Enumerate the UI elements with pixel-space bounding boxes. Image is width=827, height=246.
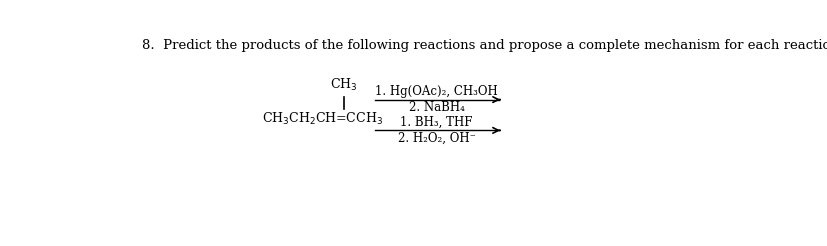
Text: CH$_3$CH$_2$CH=CCH$_3$: CH$_3$CH$_2$CH=CCH$_3$ [262, 111, 383, 127]
Text: 2. H₂O₂, OH⁻: 2. H₂O₂, OH⁻ [397, 132, 476, 145]
Text: 2. NaBH₄: 2. NaBH₄ [409, 101, 464, 114]
Text: CH$_3$: CH$_3$ [330, 77, 357, 93]
Text: 1. BH₃, THF: 1. BH₃, THF [400, 116, 472, 129]
Text: 1. Hg(OAc)₂, CH₃OH: 1. Hg(OAc)₂, CH₃OH [375, 85, 498, 98]
Text: 8.  Predict the products of the following reactions and propose a complete mecha: 8. Predict the products of the following… [142, 39, 827, 52]
